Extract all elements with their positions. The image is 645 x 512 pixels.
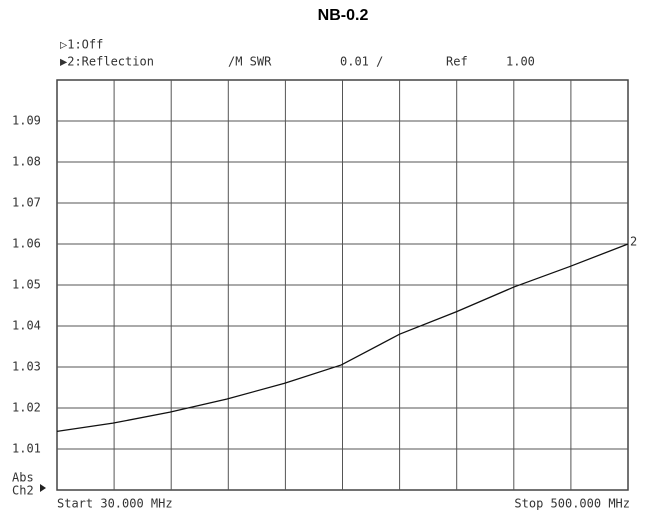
axis-label: Ch2 [12,484,34,498]
format: /M SWR [228,55,272,69]
y-tick-label: 1.09 [12,114,41,128]
channel1: ▷1:Off [60,38,103,52]
y-tick-label: 1.05 [12,278,41,292]
axis-label: Abs [12,471,34,485]
chart-title: NB-0.2 [318,7,369,24]
y-tick-label: 1.08 [12,155,41,169]
y-tick-label: 1.03 [12,360,41,374]
scale: 0.01 / [340,55,383,69]
y-tick-label: 1.04 [12,319,41,333]
stop-label: Stop 500.000 MHz [514,497,630,511]
trace [56,243,629,433]
y-tick-label: 1.07 [12,196,41,210]
y-tick-label: 1.06 [12,237,41,251]
ref-pointer [40,484,46,492]
y-tick-label: 1.02 [12,401,41,415]
y-tick-label: 1.01 [12,442,41,456]
trace-marker: 2 [630,235,637,249]
channel2: ▶2:Reflection [60,55,154,69]
ref-label: Ref [446,55,468,69]
start-label: Start 30.000 MHz [57,497,173,511]
ref-value: 1.00 [506,55,535,69]
